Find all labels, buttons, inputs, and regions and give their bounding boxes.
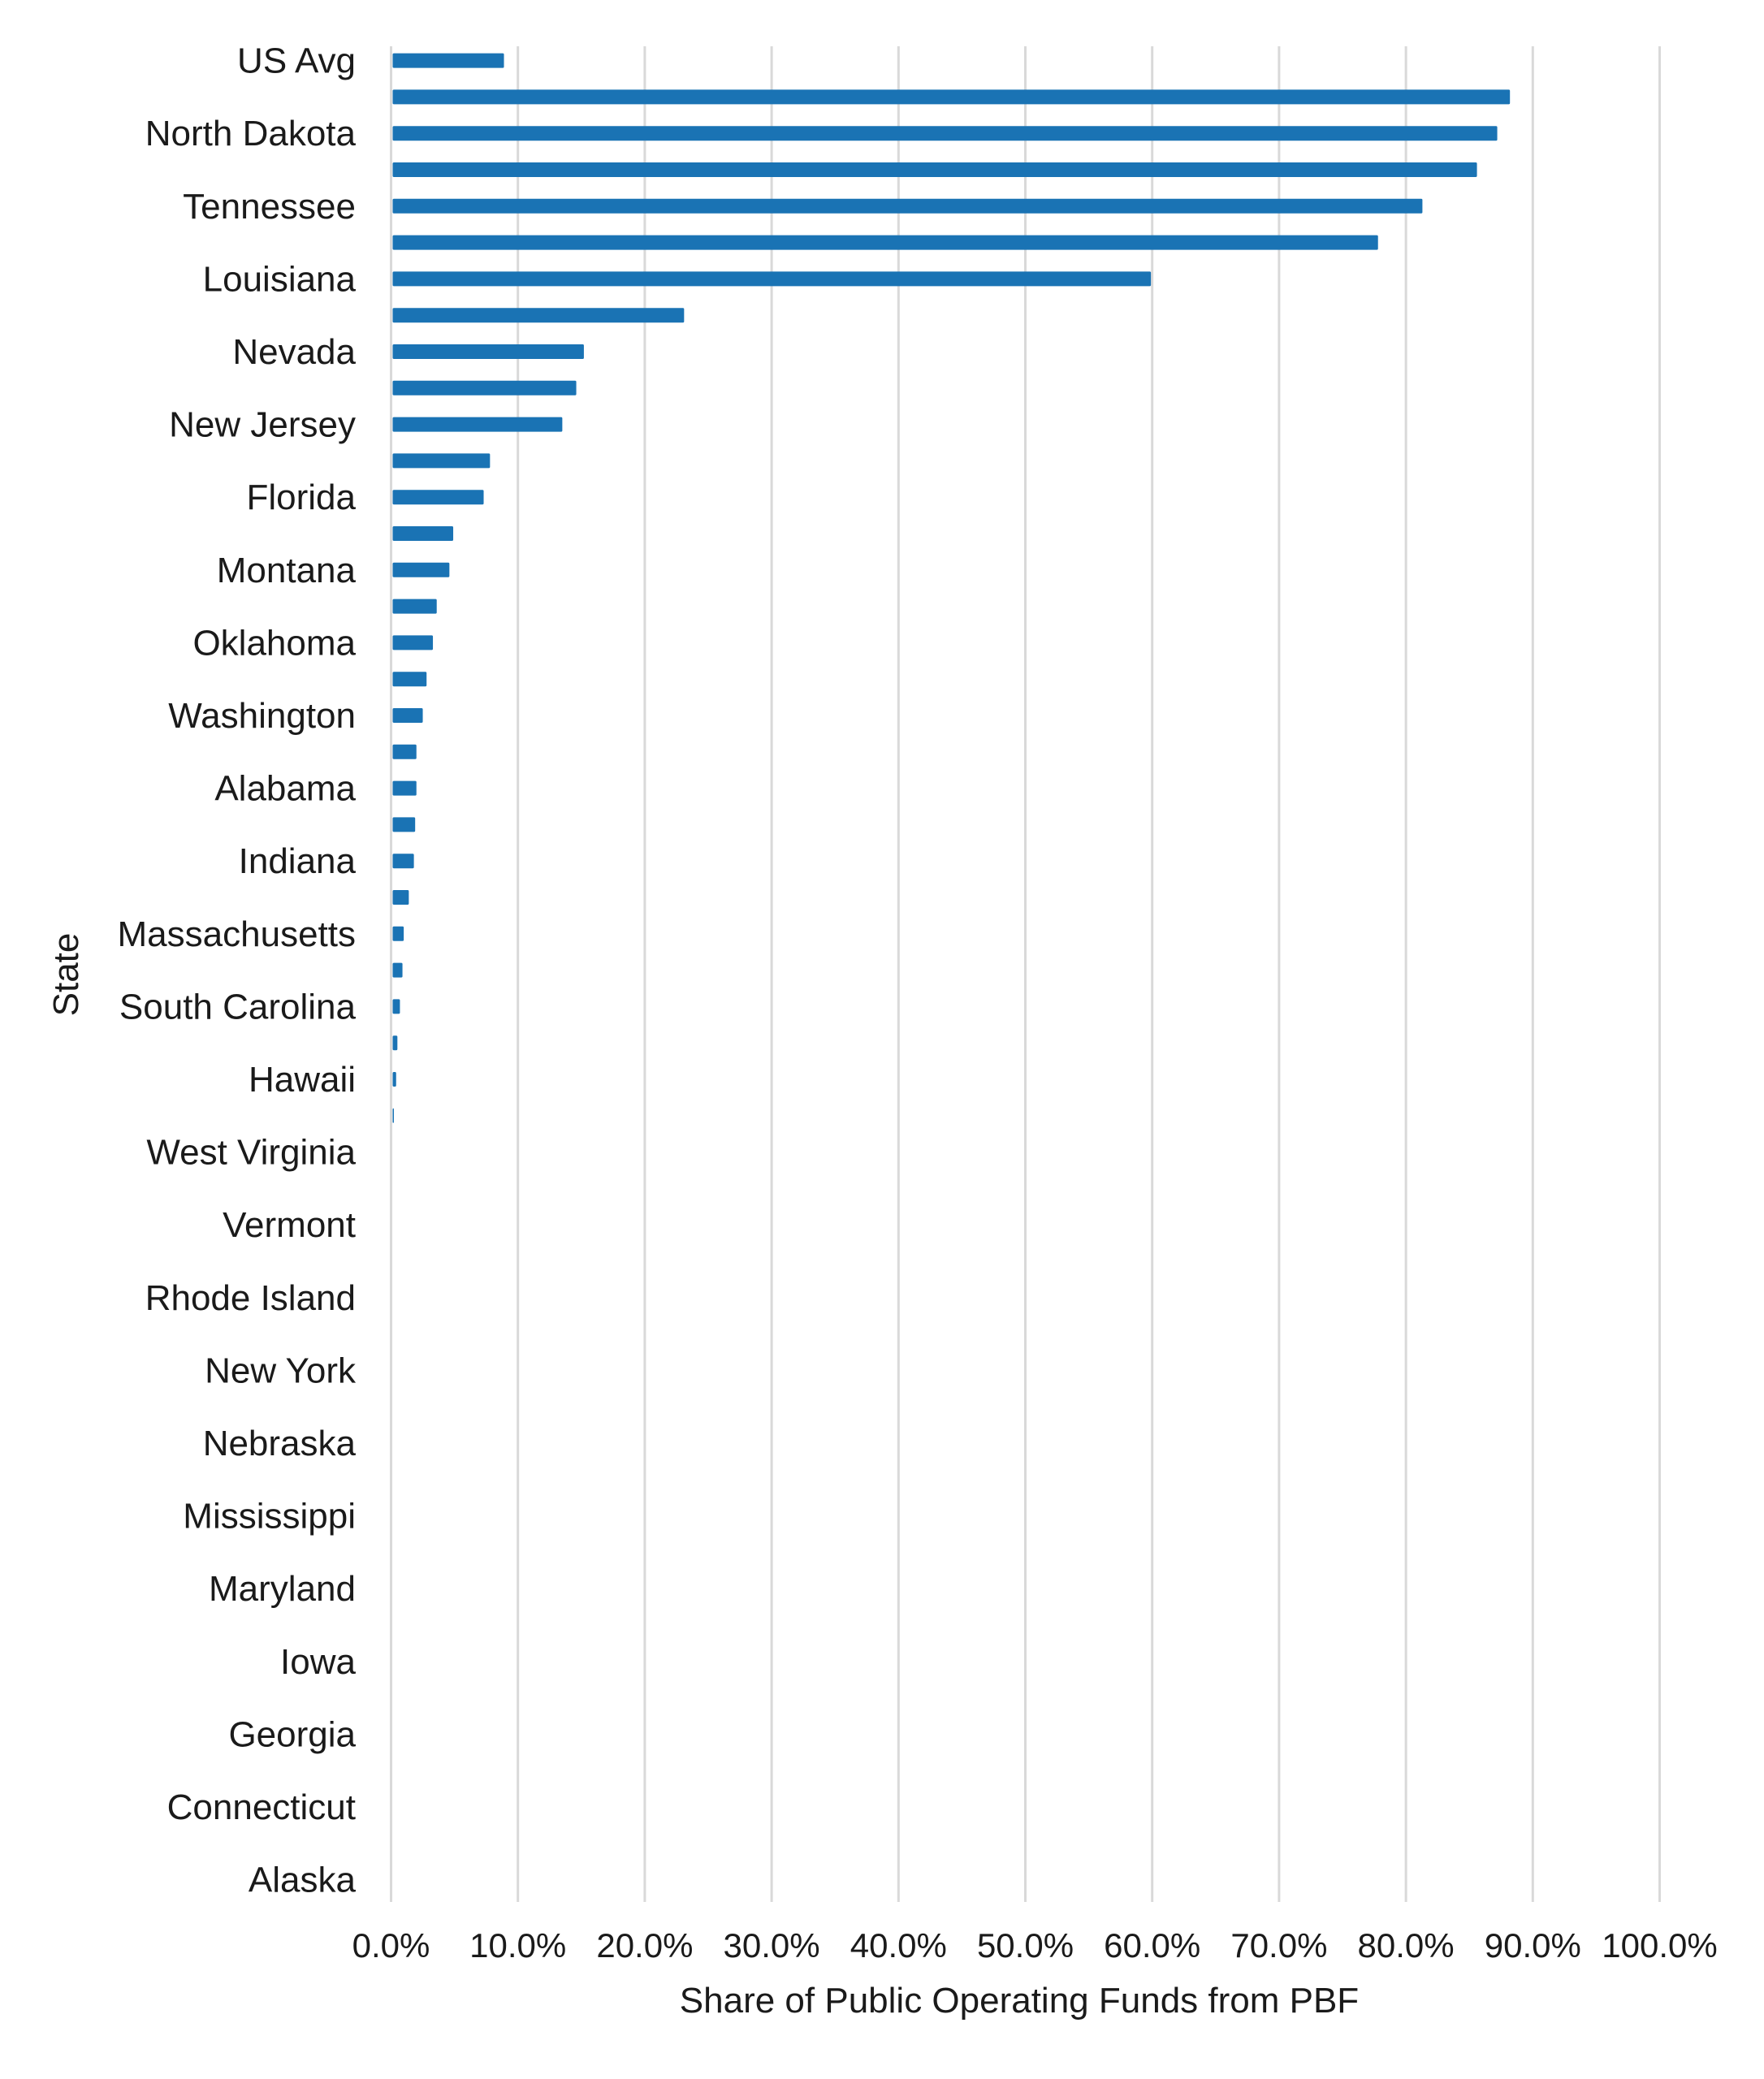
bar xyxy=(392,708,423,723)
category-label: Nevada xyxy=(232,332,356,372)
bar xyxy=(392,926,404,941)
bar xyxy=(392,380,577,395)
bar xyxy=(392,780,417,796)
x-tick-label: 90.0% xyxy=(1485,1926,1581,1964)
category-label: New Jersey xyxy=(169,405,356,445)
category-label: West Virginia xyxy=(146,1133,356,1173)
category-label: Alaska xyxy=(249,1861,357,1900)
category-label: Louisiana xyxy=(203,259,357,299)
bar xyxy=(392,89,1511,105)
x-tick-label: 0.0% xyxy=(352,1926,430,1964)
bar xyxy=(392,490,484,505)
category-label: North Dakota xyxy=(145,114,357,153)
x-tick-label: 70.0% xyxy=(1230,1926,1327,1964)
bar xyxy=(392,562,450,577)
bar xyxy=(392,962,403,978)
category-label: Rhode Island xyxy=(145,1278,356,1318)
category-label: Washington xyxy=(168,696,356,736)
bars xyxy=(392,53,1511,1123)
bar xyxy=(392,162,1477,177)
category-label: Montana xyxy=(217,551,357,590)
category-label: Indiana xyxy=(239,841,357,881)
bar xyxy=(392,453,491,469)
x-tick-label: 60.0% xyxy=(1104,1926,1200,1964)
x-tick-label: 40.0% xyxy=(850,1926,947,1964)
y-axis-label: State xyxy=(46,933,86,1017)
category-label: US Avg xyxy=(237,41,356,81)
category-label: Massachusetts xyxy=(118,914,356,954)
category-label: Oklahoma xyxy=(192,623,356,663)
category-label: Georgia xyxy=(228,1714,356,1754)
category-label: Maryland xyxy=(209,1569,356,1609)
bar xyxy=(392,1035,398,1051)
bar xyxy=(392,854,414,869)
category-label: Florida xyxy=(247,478,357,517)
bar xyxy=(392,126,1498,141)
bar xyxy=(392,526,454,541)
bar xyxy=(392,344,584,359)
category-labels: US Avg North Dakota Tennessee Louisiana Neva… xyxy=(118,41,357,1900)
category-label: Alabama xyxy=(214,769,356,809)
bar xyxy=(392,417,563,432)
category-label: Tennessee xyxy=(183,187,356,227)
bar xyxy=(392,635,434,650)
bar xyxy=(392,308,685,323)
bar xyxy=(392,1072,396,1087)
bar xyxy=(392,271,1152,287)
category-label: Vermont xyxy=(223,1205,356,1245)
x-tick-label: 80.0% xyxy=(1358,1926,1455,1964)
x-tick-label: 20.0% xyxy=(596,1926,693,1964)
category-label: Hawaii xyxy=(249,1060,356,1100)
bar xyxy=(392,890,409,905)
category-label: Nebraska xyxy=(203,1424,357,1463)
bar xyxy=(392,198,1423,214)
bar xyxy=(392,1108,394,1123)
bar xyxy=(392,53,504,68)
bar xyxy=(392,817,416,832)
gridlines xyxy=(390,46,1661,1902)
bar xyxy=(392,672,427,687)
category-label: Iowa xyxy=(280,1642,356,1682)
category-label: Connecticut xyxy=(167,1787,356,1827)
x-tick-labels: 0.0% 10.0% 20.0% 30.0% 40.0% 50.0% 60.0% 70.0% 8… xyxy=(352,1926,1718,1964)
bar xyxy=(392,744,417,759)
x-axis-label: Share of Public Operating Funds from PBF xyxy=(680,1981,1359,2021)
x-tick-label: 30.0% xyxy=(724,1926,820,1964)
x-tick-label: 100.0% xyxy=(1602,1926,1717,1964)
category-label: South Carolina xyxy=(119,987,357,1027)
bar xyxy=(392,999,400,1014)
x-tick-label: 50.0% xyxy=(977,1926,1074,1964)
bar xyxy=(392,599,437,614)
bar xyxy=(392,235,1378,250)
category-label: New York xyxy=(205,1351,357,1390)
x-tick-label: 10.0% xyxy=(469,1926,566,1964)
category-label: Mississippi xyxy=(183,1497,356,1537)
